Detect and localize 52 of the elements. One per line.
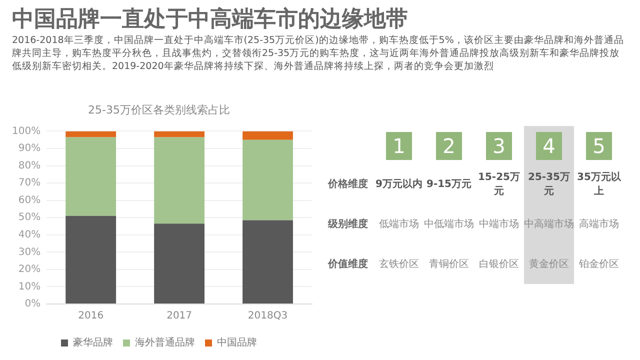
text: 白银价区 <box>478 258 520 272</box>
text: 3 <box>492 133 506 160</box>
legend-label: 豪华品牌 <box>73 336 113 349</box>
text: 级别维度 <box>326 217 369 232</box>
text: 5 <box>592 133 606 160</box>
y-tick-label: 20% <box>18 264 41 276</box>
legend-label: 中国品牌 <box>217 336 257 349</box>
text: 1 <box>392 133 406 160</box>
y-tick-label: 30% <box>18 246 41 258</box>
bar <box>154 131 205 138</box>
bar <box>154 224 205 304</box>
x-tick-label: 2018Q3 <box>248 310 288 322</box>
y-tick-label: 60% <box>18 194 41 206</box>
bar <box>242 131 293 140</box>
x-tick-label: 2017 <box>166 310 192 322</box>
y-tick-label: 80% <box>18 160 41 172</box>
text: 4 <box>542 133 556 160</box>
text: 价值维度 <box>326 257 369 272</box>
text: 价格维度 <box>326 177 369 192</box>
text: 黄金价区 <box>528 258 570 272</box>
text: 2 <box>442 133 456 160</box>
text: 铂金价区 <box>578 258 620 272</box>
chart-title: 中国品牌一直处于中高端车市的边缘地带 <box>12 6 408 34</box>
y-tick-label: 90% <box>18 143 41 154</box>
bar <box>242 140 293 220</box>
text: 中低端市场 <box>424 218 474 232</box>
text: 中高端市场 <box>524 218 574 232</box>
y-tick-label: 70% <box>18 178 41 189</box>
text: 9万元以内 <box>374 178 424 192</box>
bar <box>154 137 205 224</box>
bar <box>66 216 116 304</box>
y-tick-label: 100% <box>12 126 41 137</box>
text: 高端市场 <box>578 218 620 232</box>
text: 青铜价区 <box>428 258 470 272</box>
bar <box>66 131 116 138</box>
y-tick-label: 10% <box>18 281 41 292</box>
text: 25-35万价区各类别线索占比 <box>88 103 230 116</box>
legend-label: 海外普通品牌 <box>135 336 195 349</box>
x-tick-label: 2016 <box>78 310 104 322</box>
y-tick-label: 40% <box>18 229 41 240</box>
text: 中端市场 <box>478 218 520 232</box>
chart-subtitle: 2016-2018年三季度，中国品牌一直处于中高端车市(25-35万元价区)的边缘地带，购车热度低于5%，该价区主要由豪华品牌和海外普通品牌共同主导，购车热度平分秋色，且战事焦灼，交替领衔25-35万元的购车热度，这与近两年海外普通品牌投放高级别新车和豪华品牌投放低级别新车密切相关。2019-2020年豪华品牌将持续下探、海外普通品牌将持续上探，两者的竞争会更加激烈 <box>12 34 625 73</box>
text: 低端市场 <box>378 218 420 232</box>
bar <box>242 220 293 304</box>
bar <box>66 137 116 216</box>
text: 25-35万元 <box>527 171 571 199</box>
text: 玄铁价区 <box>378 258 420 272</box>
y-tick-label: 0% <box>24 298 41 310</box>
text: 9-15万元 <box>425 178 473 192</box>
text: 35万元以上 <box>576 170 622 199</box>
text: 15-25万元 <box>477 171 521 199</box>
y-tick-label: 50% <box>18 212 41 224</box>
